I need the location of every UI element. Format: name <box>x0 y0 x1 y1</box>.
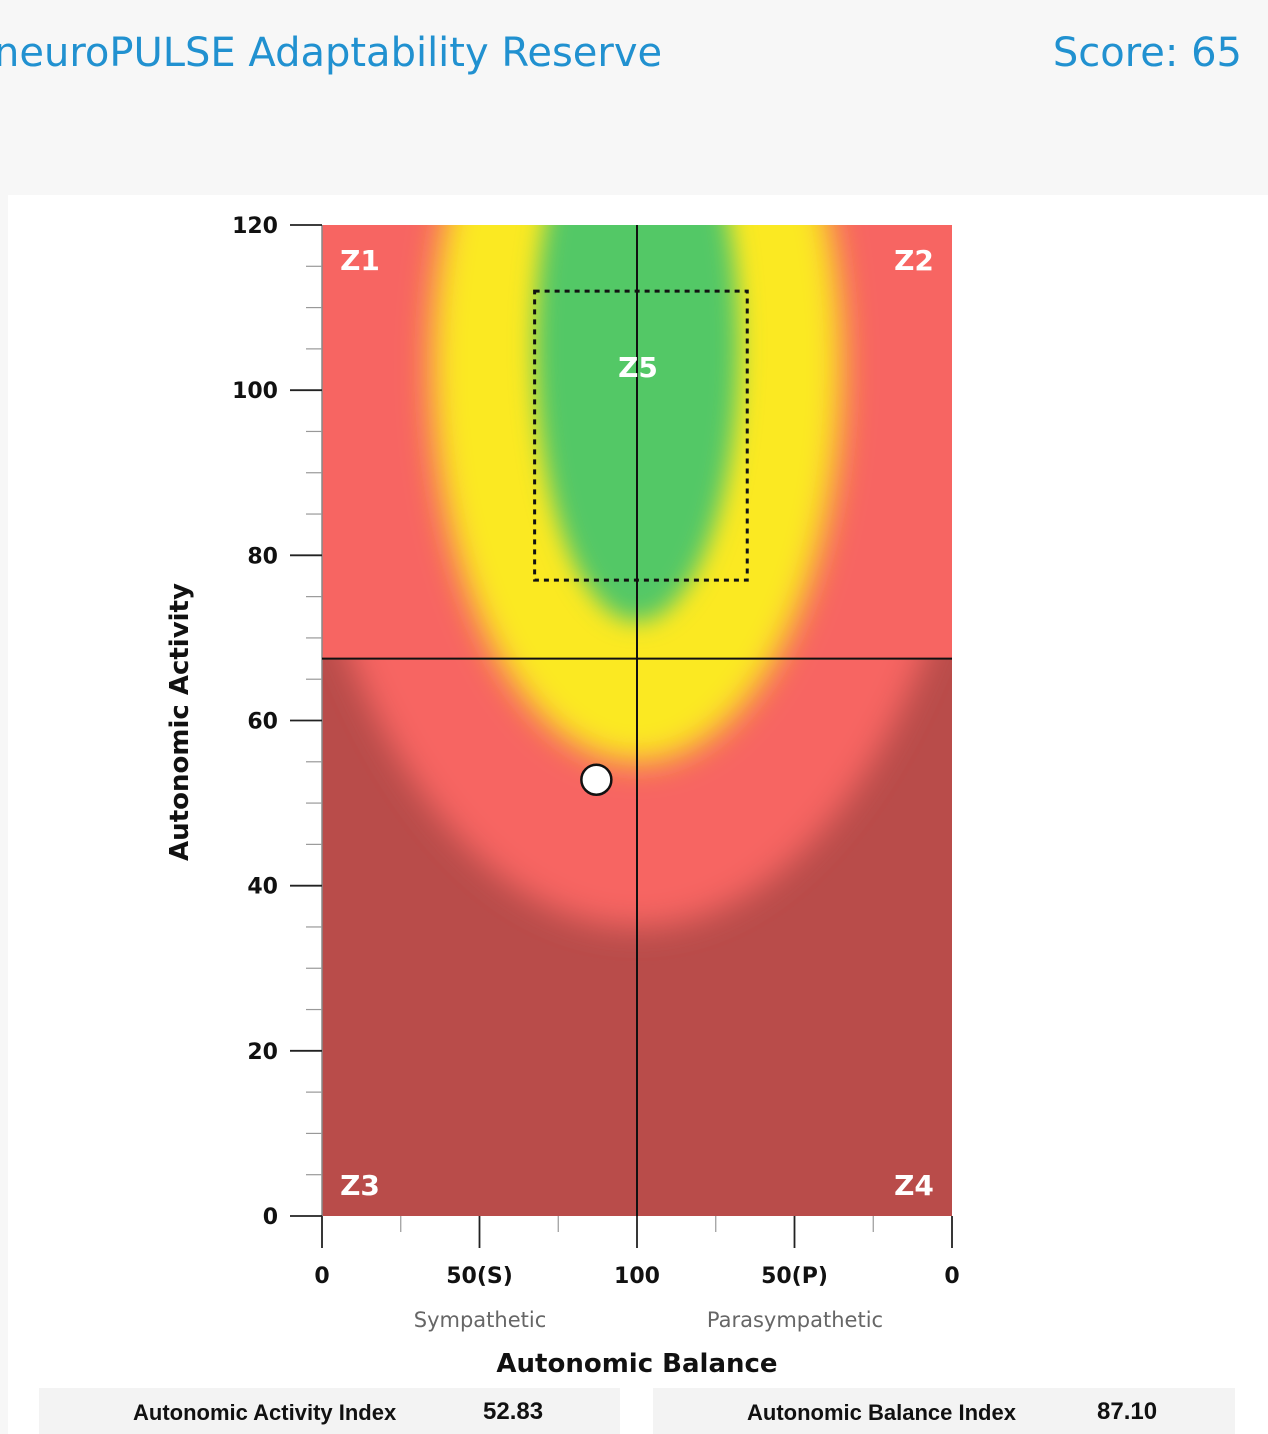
y-tick-label: 80 <box>247 544 278 569</box>
zone-label-z5: Z5 <box>618 351 658 384</box>
divider-lines <box>322 225 952 1216</box>
data-point-marker <box>580 763 613 796</box>
balance-index-label: Autonomic Balance Index <box>747 1400 1016 1425</box>
y-tick-label: 100 <box>232 379 278 404</box>
y-tick-label: 0 <box>263 1205 278 1230</box>
score-label: Score: 65 <box>1052 30 1242 76</box>
x-side-label-sympathetic: Sympathetic <box>414 1308 547 1332</box>
balance-index-value: 87.10 <box>1097 1398 1158 1425</box>
header: neuroPULSE Adaptability Reserve Score: 6… <box>0 0 1268 120</box>
x-side-label-parasympathetic: Parasympathetic <box>707 1308 883 1332</box>
activity-index-label: Autonomic Activity Index <box>133 1400 397 1425</box>
axes: 0 20 40 60 80 100 120 0 50(S) 100 50(P) 0 <box>232 214 960 1289</box>
y-tick-label: 40 <box>247 875 278 900</box>
y-tick-label: 120 <box>232 214 278 239</box>
y-axis-label: Autonomic Activity <box>165 583 195 861</box>
page-title: neuroPULSE Adaptability Reserve <box>0 30 663 76</box>
x-tick-label: 0 <box>944 1264 959 1289</box>
x-tick-label: 0 <box>314 1264 329 1289</box>
zone-label-z3: Z3 <box>340 1169 380 1202</box>
zone-label-z2: Z2 <box>894 244 934 277</box>
x-axis-label: Autonomic Balance <box>496 1349 777 1379</box>
chart-card: 0 20 40 60 80 100 120 0 50(S) 100 50(P) 0 Z1 Z2 Z3 … <box>8 195 1268 1434</box>
zone-label-z1: Z1 <box>340 244 380 277</box>
activity-index-box: Autonomic Activity Index 52.83 <box>39 1388 620 1434</box>
x-tick-label: 50(S) <box>446 1264 513 1289</box>
y-tick-label: 20 <box>247 1040 278 1065</box>
y-tick-label: 60 <box>247 710 278 735</box>
zone-label-z4: Z4 <box>894 1169 934 1202</box>
activity-index-value: 52.83 <box>483 1398 544 1425</box>
x-tick-label: 100 <box>614 1264 660 1289</box>
balance-index-box: Autonomic Balance Index 87.10 <box>653 1388 1235 1434</box>
x-tick-label: 50(P) <box>761 1264 828 1289</box>
